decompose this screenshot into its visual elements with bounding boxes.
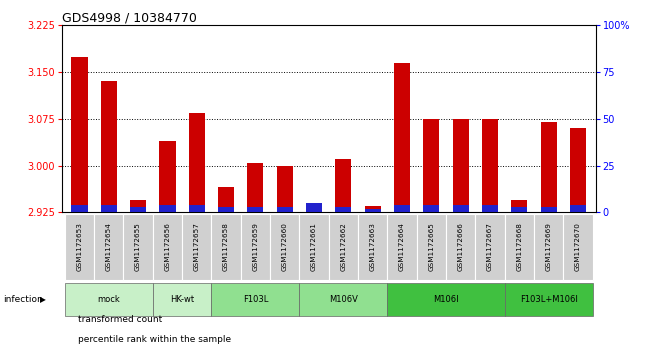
Text: GDS4998 / 10384770: GDS4998 / 10384770 <box>62 11 197 24</box>
FancyBboxPatch shape <box>212 214 241 280</box>
FancyBboxPatch shape <box>65 283 153 316</box>
Text: GSM1172669: GSM1172669 <box>546 223 552 271</box>
FancyBboxPatch shape <box>153 283 212 316</box>
Bar <box>541 207 557 212</box>
FancyBboxPatch shape <box>124 214 153 280</box>
Text: GSM1172665: GSM1172665 <box>428 223 434 271</box>
Text: GSM1172657: GSM1172657 <box>194 223 200 271</box>
Bar <box>159 141 176 212</box>
Text: GSM1172654: GSM1172654 <box>105 223 112 271</box>
Bar <box>130 207 146 212</box>
FancyBboxPatch shape <box>387 214 417 280</box>
Text: GSM1172664: GSM1172664 <box>399 223 405 271</box>
Text: GSM1172668: GSM1172668 <box>516 223 522 271</box>
FancyBboxPatch shape <box>329 214 358 280</box>
Bar <box>277 166 293 212</box>
FancyBboxPatch shape <box>212 283 299 316</box>
FancyBboxPatch shape <box>299 214 329 280</box>
FancyBboxPatch shape <box>94 214 124 280</box>
Bar <box>335 159 352 212</box>
Bar <box>541 122 557 212</box>
Text: mock: mock <box>98 295 120 304</box>
Bar <box>511 207 527 212</box>
FancyBboxPatch shape <box>446 214 475 280</box>
FancyBboxPatch shape <box>358 214 387 280</box>
FancyBboxPatch shape <box>534 214 563 280</box>
FancyBboxPatch shape <box>505 283 592 316</box>
Text: GSM1172658: GSM1172658 <box>223 223 229 271</box>
Text: GSM1172655: GSM1172655 <box>135 223 141 271</box>
Bar <box>365 209 381 212</box>
Text: GSM1172662: GSM1172662 <box>340 223 346 271</box>
FancyBboxPatch shape <box>182 214 212 280</box>
FancyBboxPatch shape <box>299 283 387 316</box>
Text: GSM1172667: GSM1172667 <box>487 223 493 271</box>
Bar <box>394 63 410 212</box>
Bar <box>72 57 87 212</box>
Text: infection: infection <box>3 295 43 304</box>
Bar <box>189 113 205 212</box>
FancyBboxPatch shape <box>387 283 505 316</box>
FancyBboxPatch shape <box>417 214 446 280</box>
Bar <box>247 207 264 212</box>
Bar <box>247 163 264 212</box>
Text: M106V: M106V <box>329 295 358 304</box>
FancyBboxPatch shape <box>563 214 592 280</box>
Text: ▶: ▶ <box>40 295 46 304</box>
Text: GSM1172666: GSM1172666 <box>458 223 464 271</box>
Bar <box>130 200 146 212</box>
Text: GSM1172663: GSM1172663 <box>370 223 376 271</box>
Bar <box>218 207 234 212</box>
Bar <box>570 205 586 212</box>
Text: GSM1172659: GSM1172659 <box>253 223 258 271</box>
Bar <box>511 200 527 212</box>
Text: GSM1172661: GSM1172661 <box>311 223 317 271</box>
Bar <box>394 205 410 212</box>
Bar <box>423 205 439 212</box>
Bar <box>482 205 498 212</box>
FancyBboxPatch shape <box>475 214 505 280</box>
FancyBboxPatch shape <box>153 214 182 280</box>
Bar <box>306 203 322 212</box>
FancyBboxPatch shape <box>241 214 270 280</box>
Bar <box>306 203 322 212</box>
Text: F103L+M106I: F103L+M106I <box>519 295 577 304</box>
Bar <box>482 119 498 212</box>
Bar <box>452 119 469 212</box>
FancyBboxPatch shape <box>505 214 534 280</box>
Bar <box>218 187 234 212</box>
Bar <box>72 205 87 212</box>
Bar <box>335 207 352 212</box>
Text: M106I: M106I <box>434 295 459 304</box>
FancyBboxPatch shape <box>270 214 299 280</box>
Bar <box>423 119 439 212</box>
Text: GSM1172660: GSM1172660 <box>282 223 288 271</box>
Bar <box>277 207 293 212</box>
Bar <box>101 82 117 212</box>
FancyBboxPatch shape <box>65 214 94 280</box>
Bar <box>365 206 381 212</box>
Text: percentile rank within the sample: percentile rank within the sample <box>78 335 231 344</box>
Text: HK-wt: HK-wt <box>170 295 194 304</box>
Text: transformed count: transformed count <box>78 315 162 324</box>
Bar <box>101 205 117 212</box>
Text: GSM1172653: GSM1172653 <box>76 223 83 271</box>
Bar <box>189 205 205 212</box>
Bar <box>452 205 469 212</box>
Text: GSM1172670: GSM1172670 <box>575 223 581 271</box>
Text: F103L: F103L <box>243 295 268 304</box>
Bar <box>159 205 176 212</box>
Text: GSM1172656: GSM1172656 <box>165 223 171 271</box>
Bar <box>570 128 586 212</box>
